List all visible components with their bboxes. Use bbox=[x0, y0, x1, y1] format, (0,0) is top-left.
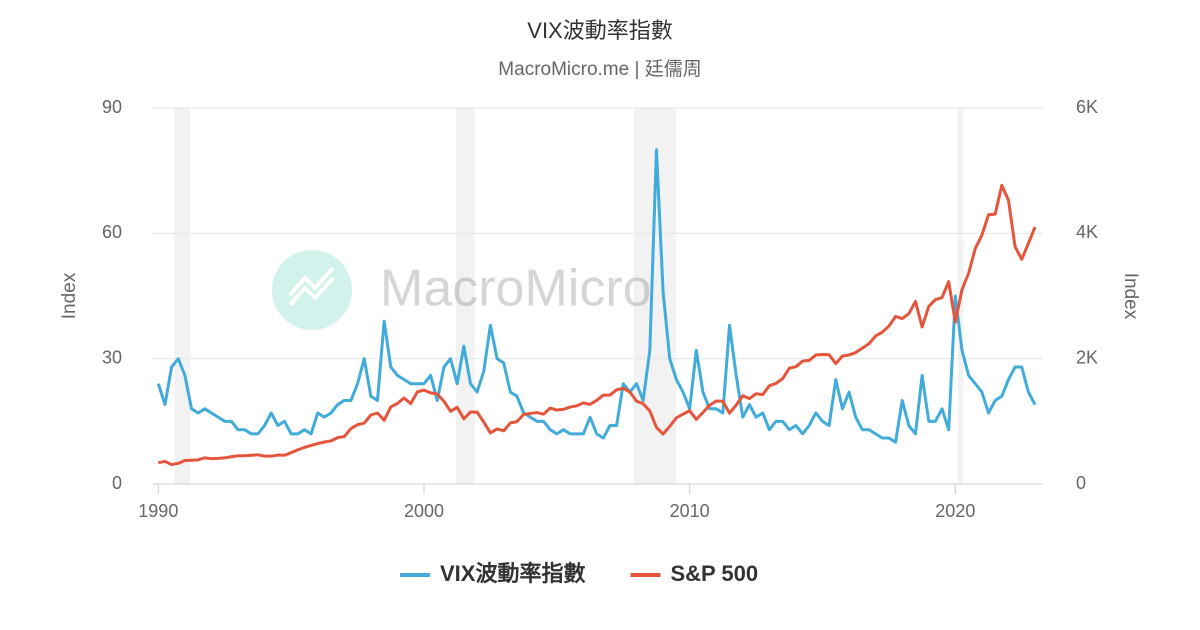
chart-subtitle: MacroMicro.me | 廷儒周 bbox=[498, 58, 701, 80]
legend-label: S&P 500 bbox=[670, 561, 758, 586]
y2-axis-label: Index bbox=[1120, 273, 1141, 320]
recession-band bbox=[455, 108, 475, 484]
watermark-text: MacroMicro bbox=[380, 260, 652, 318]
x-tick-label: 2010 bbox=[670, 501, 710, 521]
y2-tick-label: 2K bbox=[1076, 347, 1098, 367]
y2-tick-label: 4K bbox=[1076, 222, 1098, 242]
x-tick-label: 2020 bbox=[935, 501, 975, 521]
watermark-logo bbox=[272, 250, 352, 330]
x-tick-label: 1990 bbox=[138, 501, 178, 521]
legend-label: VIX波動率指數 bbox=[440, 561, 585, 586]
y-tick-label: 30 bbox=[102, 347, 122, 367]
watermark-logo-mark bbox=[288, 266, 335, 307]
y2-tick-label: 6K bbox=[1076, 97, 1098, 117]
y-tick-label: 90 bbox=[102, 97, 122, 117]
series-line bbox=[156, 148, 1037, 444]
chart-title: VIX波動率指數 bbox=[527, 18, 672, 43]
x-tick-label: 2000 bbox=[404, 501, 444, 521]
y-tick-label: 60 bbox=[102, 222, 122, 242]
y-tick-label: 0 bbox=[112, 473, 122, 493]
y2-tick-label: 0 bbox=[1076, 473, 1086, 493]
watermark: MacroMicro bbox=[272, 250, 652, 330]
recession-band bbox=[174, 108, 191, 484]
y-axis-label: Index bbox=[59, 272, 80, 319]
series-line bbox=[158, 183, 1037, 467]
